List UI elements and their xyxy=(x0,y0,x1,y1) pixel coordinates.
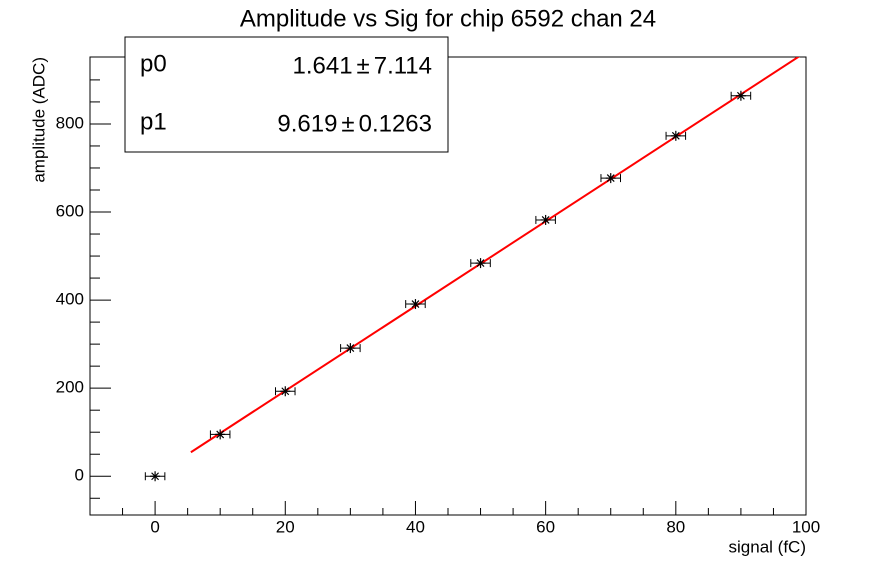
x-tick-label: 100 xyxy=(792,517,820,536)
x-axis-label: signal (fC) xyxy=(729,537,806,556)
marker-stroke xyxy=(151,472,160,481)
point xyxy=(209,429,231,440)
marker-stroke xyxy=(541,216,550,224)
param-error: 0.1263 xyxy=(359,110,432,137)
param-separator: ± xyxy=(357,52,370,79)
marker-stroke xyxy=(216,430,225,439)
param-separator: ± xyxy=(341,110,354,137)
y-tick-label: 400 xyxy=(56,290,84,309)
point xyxy=(405,299,426,310)
point xyxy=(730,90,752,101)
point xyxy=(275,386,296,397)
x-tick-label: 60 xyxy=(536,517,555,536)
point xyxy=(470,258,491,269)
marker-stroke xyxy=(411,300,420,308)
param-error: 7.114 xyxy=(374,52,432,79)
x-tick-label: 80 xyxy=(666,517,685,536)
param-name: p0 xyxy=(140,50,167,77)
marker-stroke xyxy=(671,131,680,140)
point xyxy=(665,130,687,141)
param-name: p1 xyxy=(140,108,167,135)
y-tick-label: 800 xyxy=(56,113,84,132)
y-tick-label: 200 xyxy=(56,378,84,397)
fit-line xyxy=(190,57,801,454)
param-value: 9.619 xyxy=(277,110,337,137)
chart-title: Amplitude vs Sig for chip 6592 chan 24 xyxy=(240,5,656,32)
marker-stroke xyxy=(606,174,615,183)
marker-stroke xyxy=(281,387,290,396)
x-tick-label: 0 xyxy=(150,517,159,536)
point xyxy=(535,214,556,225)
x-tick-label: 40 xyxy=(406,517,425,536)
stats-box xyxy=(124,36,449,153)
y-tick-label: 600 xyxy=(56,201,84,220)
point xyxy=(340,343,361,354)
point xyxy=(144,471,166,482)
marker-stroke xyxy=(736,91,745,100)
marker-stroke xyxy=(346,344,355,353)
y-tick-label: 0 xyxy=(75,466,84,485)
y-axis-label: amplitude (ADC) xyxy=(29,57,48,183)
marker-stroke xyxy=(476,259,485,268)
x-tick-label: 20 xyxy=(276,517,295,536)
point xyxy=(600,173,621,184)
param-value: 1.641 xyxy=(292,52,352,79)
